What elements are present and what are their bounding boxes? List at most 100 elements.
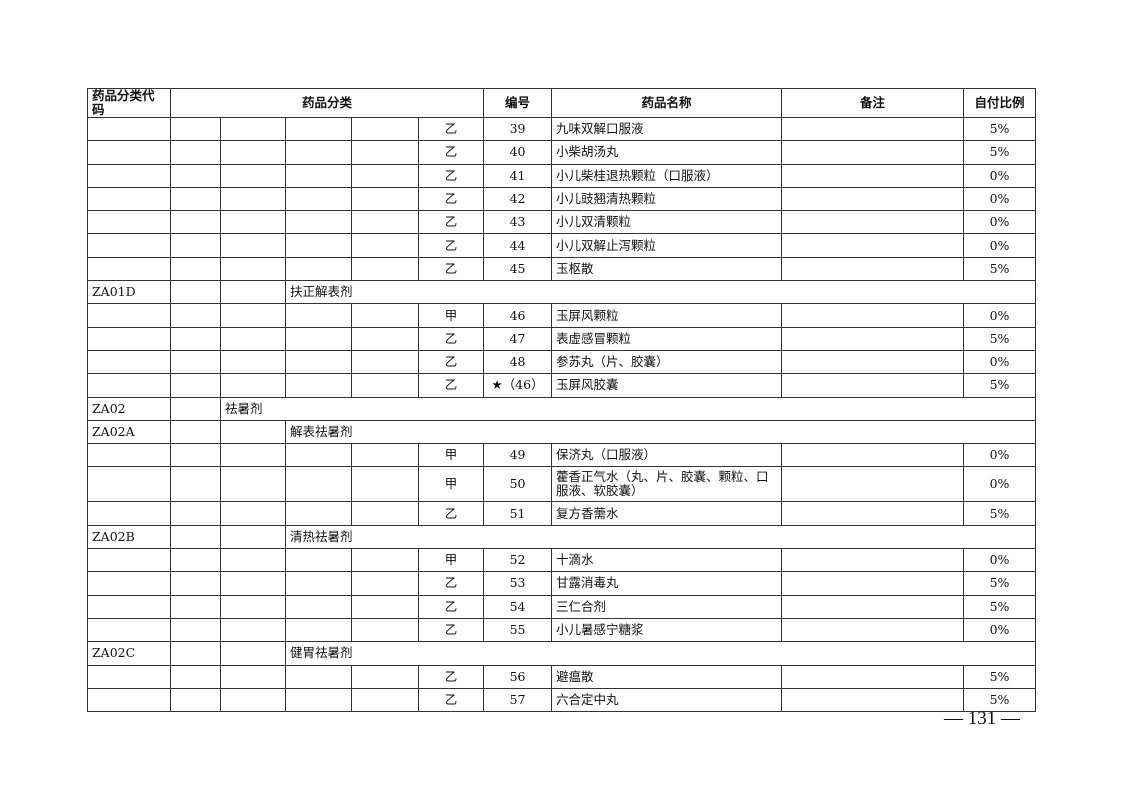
category-cell — [351, 303, 419, 328]
grade-cell: 乙 — [417, 373, 485, 398]
table-row: 乙 ★（46） 玉屏风胶囊 5% — [87, 373, 1037, 398]
code-cell — [87, 140, 171, 165]
note-cell — [781, 256, 965, 282]
code-cell — [87, 617, 171, 643]
note-cell — [781, 687, 965, 713]
category-cell — [220, 233, 286, 258]
number-cell: 44 — [483, 233, 553, 258]
number-cell: 43 — [483, 210, 553, 235]
table-row: 乙 53 甘露消毒丸 5% — [87, 571, 1037, 596]
ratio-cell: 0% — [963, 617, 1037, 643]
category-cell — [170, 571, 221, 596]
category-cell — [170, 256, 221, 282]
table-row: 乙 44 小儿双解止泻颗粒 0% — [87, 233, 1037, 258]
category-cell — [220, 326, 286, 351]
category-cell — [170, 373, 221, 398]
ratio-cell: 5% — [963, 594, 1037, 619]
category-cell — [170, 210, 221, 235]
category-cell — [351, 687, 419, 713]
category-cell — [351, 571, 419, 596]
number-cell: 45 — [483, 256, 553, 282]
ratio-cell: 0% — [963, 443, 1037, 468]
category-cell — [220, 186, 286, 212]
table-row: 乙 56 避瘟散 5% — [87, 664, 1037, 689]
drug-name-cell: 复方香薷水 — [551, 501, 783, 526]
ratio-cell: 5% — [963, 373, 1037, 398]
note-cell — [781, 303, 965, 328]
code-cell — [87, 571, 171, 596]
table-row: 乙 43 小儿双清颗粒 0% — [87, 210, 1037, 235]
ratio-cell: 5% — [963, 501, 1037, 526]
code-cell — [87, 326, 171, 351]
drug-name-cell: 避瘟散 — [551, 664, 783, 689]
number-cell: 53 — [483, 571, 553, 596]
table-row: 甲 52 十滴水 0% — [87, 548, 1037, 573]
note-cell — [781, 501, 965, 526]
drug-name-cell: 玉屏风颗粒 — [551, 303, 783, 328]
category-cell — [170, 303, 221, 328]
category-cell — [220, 571, 286, 596]
ratio-cell: 5% — [963, 687, 1037, 713]
category-cell — [220, 303, 286, 328]
grade-cell: 甲 — [417, 303, 485, 328]
category-cell — [170, 664, 221, 689]
header-code: 药品分类代码 — [87, 88, 171, 118]
ratio-cell: 0% — [963, 186, 1037, 212]
category-cell — [351, 349, 419, 375]
number-cell: 50 — [483, 466, 553, 503]
header-category: 药品分类 — [169, 88, 485, 118]
table-row: 甲 46 玉屏风颗粒 0% — [87, 303, 1037, 328]
note-cell — [781, 186, 965, 212]
category-cell — [170, 641, 221, 666]
category-cell — [351, 594, 419, 619]
note-cell — [781, 373, 965, 398]
grade-cell: 乙 — [417, 594, 485, 619]
code-cell — [87, 501, 171, 526]
category-cell — [170, 396, 221, 421]
table-header: 药品分类代码 药品分类 编号 药品名称 备注 自付比例 — [87, 88, 1037, 118]
number-cell: 52 — [483, 548, 553, 573]
category-cell — [220, 524, 286, 550]
category-label: 祛暑剂 — [219, 396, 1037, 421]
code-cell — [87, 443, 171, 468]
ratio-cell: 5% — [963, 571, 1037, 596]
category-cell — [285, 548, 352, 573]
category-cell — [285, 594, 352, 619]
subcategory-row: ZA02A 解表祛暑剂 — [87, 419, 1037, 445]
category-cell — [351, 140, 419, 165]
category-cell — [351, 373, 419, 398]
grade-cell: 乙 — [417, 256, 485, 282]
header-note: 备注 — [781, 88, 965, 118]
number-cell: 47 — [483, 326, 553, 351]
category-cell — [170, 326, 221, 351]
grade-cell: 乙 — [417, 687, 485, 713]
table-row: 乙 39 九味双解口服液 5% — [87, 116, 1037, 142]
category-cell — [285, 373, 352, 398]
subcategory-label: 清热祛暑剂 — [284, 524, 1037, 550]
code-cell — [87, 594, 171, 619]
ratio-cell: 5% — [963, 140, 1037, 165]
code-cell — [87, 466, 171, 503]
category-cell — [351, 233, 419, 258]
drug-name-cell: 小儿暑感宁糖浆 — [551, 617, 783, 643]
category-cell — [285, 233, 352, 258]
drug-table: 药品分类代码 药品分类 编号 药品名称 备注 自付比例 乙 39 九味双解口服液 5%… — [87, 88, 1037, 713]
drug-name-cell: 藿香正气水（丸、片、胶囊、颗粒、口服液、软胶囊） — [551, 466, 783, 503]
note-cell — [781, 594, 965, 619]
category-cell — [285, 326, 352, 351]
code-cell — [87, 116, 171, 142]
page-number: — 131 — — [944, 708, 1020, 729]
code-cell — [87, 687, 171, 713]
category-cell — [170, 687, 221, 713]
code-cell: ZA01D — [87, 280, 171, 305]
category-cell — [285, 140, 352, 165]
note-cell — [781, 210, 965, 235]
note-cell — [781, 548, 965, 573]
drug-name-cell: 保济丸（口服液） — [551, 443, 783, 468]
table-row: 乙 54 三仁合剂 5% — [87, 594, 1037, 619]
drug-name-cell: 小儿双清颗粒 — [551, 210, 783, 235]
grade-cell: 乙 — [417, 116, 485, 142]
grade-cell: 乙 — [417, 326, 485, 351]
category-cell — [285, 163, 352, 188]
header-number: 编号 — [483, 88, 553, 118]
